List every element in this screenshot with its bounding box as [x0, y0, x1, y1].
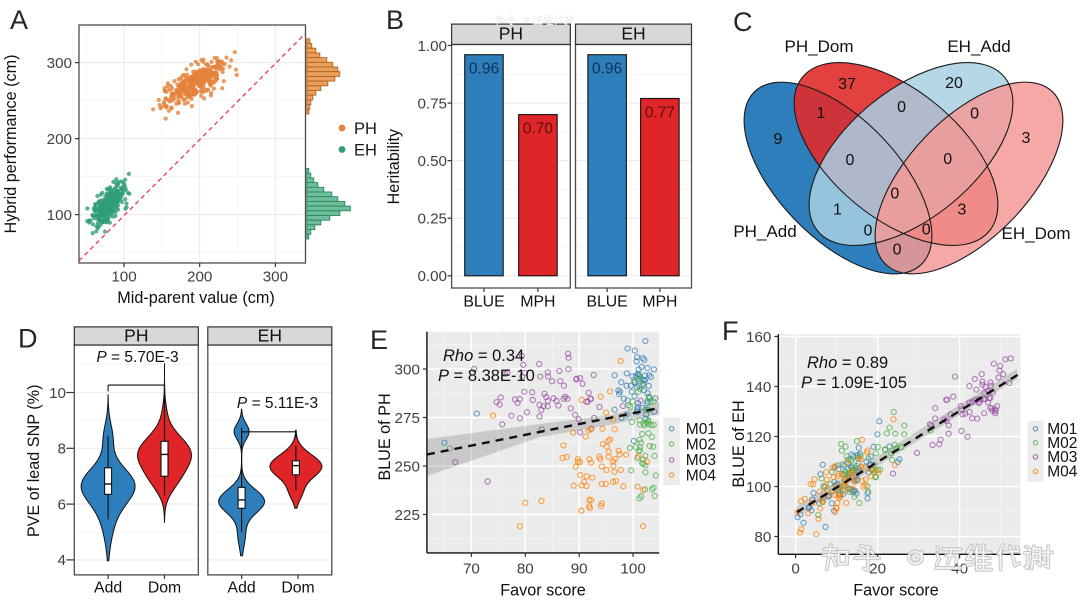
svg-text:Add: Add: [94, 579, 122, 596]
svg-text:A: A: [10, 5, 28, 35]
svg-text:0.96: 0.96: [469, 61, 499, 78]
svg-text:200: 200: [47, 131, 72, 148]
svg-text:P = 8.38E-10: P = 8.38E-10: [438, 367, 535, 385]
svg-text:Hybrid performance (cm): Hybrid performance (cm): [2, 54, 20, 233]
svg-text:100: 100: [47, 207, 72, 224]
svg-text:Favor score: Favor score: [500, 582, 585, 600]
svg-text:M04: M04: [1047, 464, 1078, 481]
svg-text:P = 1.09E-105: P = 1.09E-105: [801, 374, 907, 392]
svg-text:300: 300: [395, 361, 420, 378]
svg-text:0: 0: [890, 186, 899, 203]
svg-text:250: 250: [395, 458, 420, 475]
svg-text:PVE of lead SNP (%): PVE of lead SNP (%): [25, 385, 43, 538]
svg-text:0.25: 0.25: [417, 211, 447, 228]
svg-text:100: 100: [620, 561, 645, 578]
svg-text:0.96: 0.96: [592, 61, 622, 78]
svg-text:4: 4: [58, 552, 66, 569]
svg-text:Rho = 0.89: Rho = 0.89: [807, 354, 888, 372]
svg-text:0: 0: [864, 222, 873, 239]
svg-text:Dom: Dom: [148, 579, 181, 596]
svg-text:100: 100: [746, 479, 771, 496]
svg-text:6: 6: [58, 496, 66, 513]
svg-text:P = 5.11E-3: P = 5.11E-3: [237, 395, 318, 412]
svg-text:C: C: [733, 7, 753, 37]
svg-text:70: 70: [463, 561, 480, 578]
svg-text:Mid-parent value (cm): Mid-parent value (cm): [117, 289, 274, 307]
svg-text:200: 200: [187, 269, 212, 286]
svg-text:160: 160: [746, 329, 771, 346]
svg-text:EH: EH: [354, 142, 377, 160]
svg-text:Favor score: Favor score: [853, 582, 938, 600]
svg-text:BLUE of EH: BLUE of EH: [730, 400, 748, 487]
svg-text:MPH: MPH: [520, 294, 555, 311]
svg-text:PH_Dom: PH_Dom: [785, 37, 854, 56]
svg-text:100: 100: [111, 269, 136, 286]
svg-text:225: 225: [395, 507, 420, 524]
svg-text:0.75: 0.75: [417, 95, 447, 112]
svg-text:Heritability: Heritability: [385, 128, 403, 204]
svg-text:37: 37: [838, 76, 856, 93]
svg-text:0: 0: [943, 151, 952, 168]
svg-text:EH: EH: [621, 24, 645, 44]
svg-text:Dom: Dom: [281, 579, 314, 596]
svg-text:3: 3: [958, 201, 967, 218]
svg-text:80: 80: [754, 529, 771, 546]
svg-text:0: 0: [893, 242, 902, 259]
svg-text:0: 0: [791, 561, 799, 578]
svg-text:BLUE: BLUE: [463, 294, 504, 311]
svg-text:1: 1: [833, 201, 842, 218]
svg-text:PH: PH: [499, 24, 523, 44]
svg-text:F: F: [722, 316, 739, 346]
svg-text:10: 10: [49, 385, 66, 402]
svg-text:300: 300: [47, 55, 72, 72]
svg-text:BLUE: BLUE: [586, 294, 627, 311]
svg-text:9: 9: [774, 131, 783, 148]
svg-text:0: 0: [897, 99, 906, 116]
svg-text:PH: PH: [354, 120, 377, 138]
svg-text:275: 275: [395, 410, 420, 427]
svg-text:90: 90: [571, 561, 588, 578]
svg-text:M04: M04: [686, 467, 717, 484]
svg-text:MPH: MPH: [642, 294, 677, 311]
svg-text:P = 5.70E-3: P = 5.70E-3: [96, 349, 178, 366]
svg-text:PH_Add: PH_Add: [733, 222, 796, 241]
svg-text:PH: PH: [124, 325, 148, 345]
svg-text:140: 140: [746, 379, 771, 396]
svg-text:120: 120: [746, 429, 771, 446]
svg-text:8: 8: [58, 441, 66, 458]
svg-text:EH: EH: [258, 325, 282, 345]
svg-text:Rho = 0.34: Rho = 0.34: [443, 347, 524, 365]
svg-text:0: 0: [846, 152, 855, 169]
svg-text:B: B: [386, 5, 404, 35]
svg-text:M02: M02: [686, 436, 716, 453]
svg-text:300: 300: [263, 269, 288, 286]
svg-text:BLUE of PH: BLUE of PH: [376, 393, 394, 480]
svg-text:D: D: [18, 324, 38, 354]
svg-text:Add: Add: [228, 579, 256, 596]
svg-text:3: 3: [1022, 130, 1031, 147]
svg-text:1.00: 1.00: [417, 38, 447, 55]
svg-text:0.50: 0.50: [417, 153, 447, 170]
svg-text:EH_Dom: EH_Dom: [1002, 224, 1071, 243]
svg-text:0.00: 0.00: [417, 268, 447, 285]
svg-text:0.70: 0.70: [523, 121, 554, 138]
svg-text:E: E: [370, 325, 388, 355]
svg-text:1: 1: [817, 105, 826, 122]
svg-text:80: 80: [517, 561, 534, 578]
svg-text:20: 20: [945, 75, 963, 92]
svg-text:0.77: 0.77: [645, 105, 675, 122]
svg-text:EH_Add: EH_Add: [947, 37, 1010, 56]
svg-text:0: 0: [970, 106, 979, 123]
svg-text:0: 0: [922, 222, 931, 239]
svg-text:20: 20: [869, 561, 886, 578]
